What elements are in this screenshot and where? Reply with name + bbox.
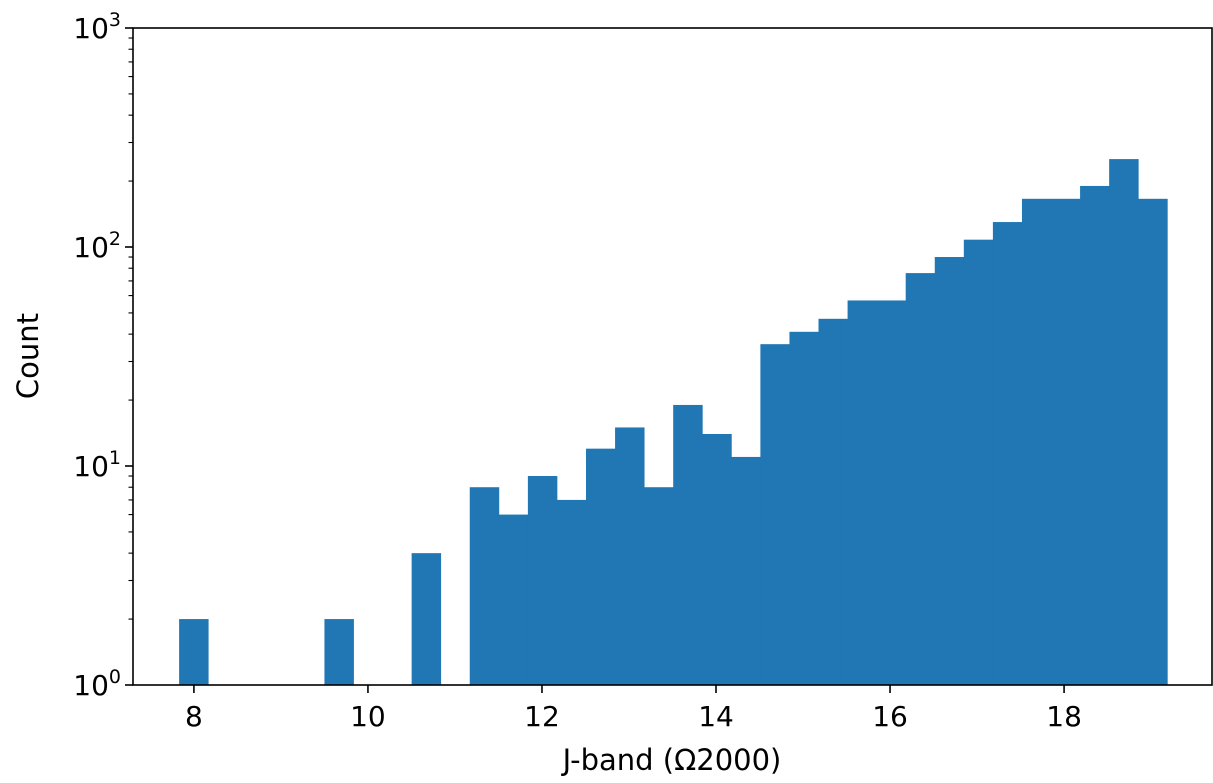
bar-20 <box>963 239 994 685</box>
bar-19 <box>934 257 965 685</box>
y-axis-ticks: 100 101 102 103 <box>73 9 133 702</box>
plot-frame <box>132 27 1213 686</box>
histogram-bars <box>179 159 1168 686</box>
x-tick-label: 10 <box>350 700 386 733</box>
bar-1 <box>324 619 354 685</box>
bar-14 <box>789 331 819 685</box>
bar-7 <box>586 448 616 685</box>
bar-0 <box>179 619 209 685</box>
y-tick-label: 103 <box>73 9 121 45</box>
bar-17 <box>876 300 907 685</box>
x-tick-label: 16 <box>872 700 908 733</box>
bar-25 <box>1109 159 1139 686</box>
bar-12 <box>731 456 761 685</box>
bar-22 <box>1021 198 1052 686</box>
bar-13 <box>760 344 790 685</box>
y-tick-label: 100 <box>73 666 121 702</box>
bar-15 <box>818 318 848 685</box>
x-axis-label: J-band (Ω2000) <box>561 743 782 777</box>
x-axis-ticks: 8 10 12 14 16 18 <box>185 685 1082 733</box>
bar-21 <box>992 222 1023 686</box>
bar-3 <box>469 487 500 685</box>
bar-9 <box>644 487 674 685</box>
y-tick-label: 101 <box>73 447 121 483</box>
bar-16 <box>847 300 878 685</box>
bar-5 <box>527 476 558 685</box>
bar-18 <box>905 273 936 685</box>
bar-4 <box>498 514 529 685</box>
bar-8 <box>615 427 645 685</box>
bar-2 <box>411 553 442 685</box>
bar-10 <box>673 404 703 685</box>
y-tick-label: 102 <box>73 228 121 264</box>
x-tick-label: 18 <box>1046 700 1082 733</box>
x-tick-label: 12 <box>524 700 560 733</box>
bar-26 <box>1138 198 1168 686</box>
x-tick-label: 14 <box>698 700 734 733</box>
bar-23 <box>1051 198 1081 686</box>
x-tick-label: 8 <box>185 700 203 733</box>
bar-6 <box>556 499 587 685</box>
bar-24 <box>1080 185 1110 685</box>
y-axis-label: Count <box>11 313 45 399</box>
bar-11 <box>702 434 732 685</box>
